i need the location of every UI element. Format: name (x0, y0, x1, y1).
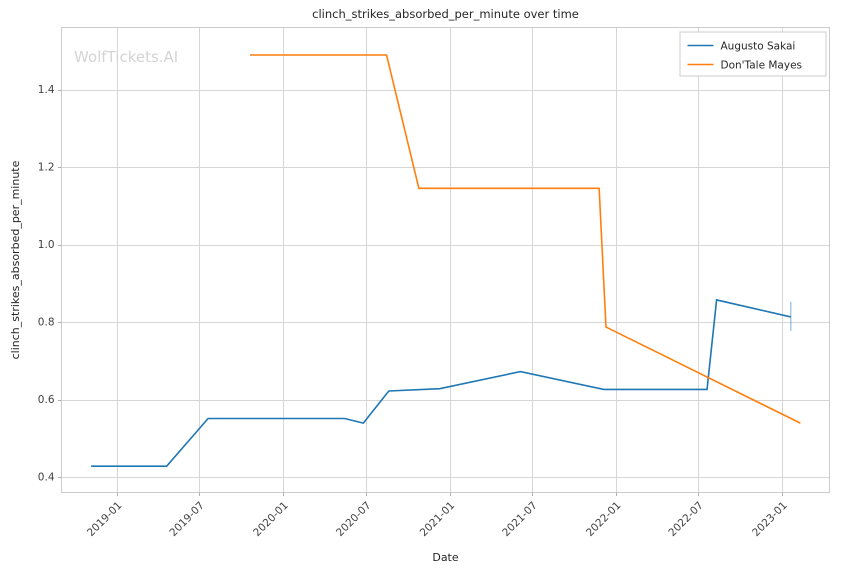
plot-area-border (61, 27, 830, 493)
legend-label-1[interactable]: Don'Tale Mayes (721, 59, 803, 71)
y-tick-label: 1.2 (38, 162, 55, 174)
y-tick-label: 0.6 (38, 394, 55, 406)
series-line-0 (91, 298, 791, 467)
y-axis-tick-labels: 0.4 0.6 0.8 1.0 1.2 1.4 (38, 84, 55, 484)
legend-label-0[interactable]: Augusto Sakai (721, 40, 796, 52)
chart-legend[interactable]: Augusto Sakai Don'Tale Mayes (679, 31, 827, 77)
series-line-1 (249, 54, 801, 424)
watermark-text: WolfTickets.AI (74, 48, 178, 66)
chart-title: clinch_strikes_absorbed_per_minute over … (312, 7, 579, 21)
y-tick-label: 1.4 (38, 84, 55, 96)
gridlines (61, 27, 830, 493)
y-axis-label: clinch_strikes_absorbed_per_minute (9, 160, 22, 359)
axis-tickmarks (58, 90, 783, 496)
y-tick-label: 0.8 (38, 317, 55, 329)
y-tick-label: 0.4 (38, 472, 55, 484)
data-series-group (91, 54, 801, 467)
x-axis-label: Date (432, 551, 459, 564)
legend-background (679, 31, 827, 77)
y-tick-label: 1.0 (38, 239, 55, 251)
